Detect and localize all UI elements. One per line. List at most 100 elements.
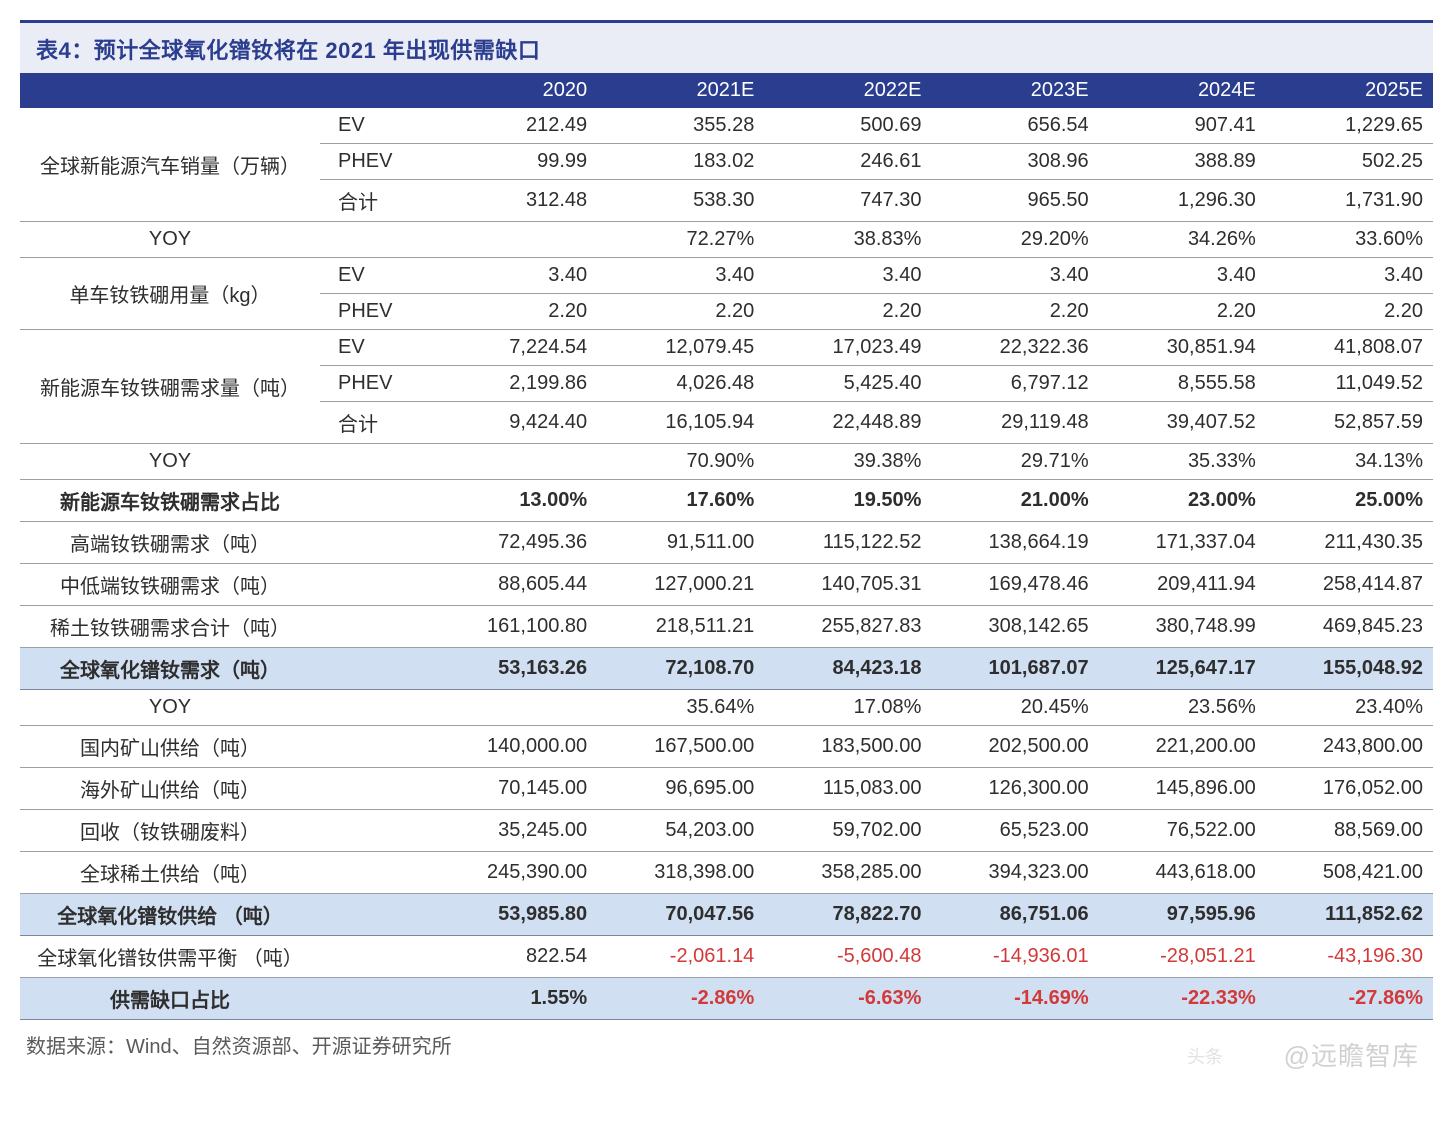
cell-value: 2,199.86 [430, 366, 597, 402]
cell-value: 78,822.70 [764, 894, 931, 936]
cell-value: 41,808.07 [1266, 330, 1433, 366]
cell-value: 211,430.35 [1266, 522, 1433, 564]
cell-value: 1,296.30 [1099, 180, 1266, 222]
cell-value: -27.86% [1266, 978, 1433, 1020]
row-label: 全球氧化镨钕供需平衡 （吨） [20, 936, 320, 978]
table-row: 全球氧化镨钕需求（吨）53,163.2672,108.7084,423.1810… [20, 648, 1433, 690]
cell-value: 140,705.31 [764, 564, 931, 606]
cell-value: 258,414.87 [1266, 564, 1433, 606]
cell-value: 221,200.00 [1099, 726, 1266, 768]
row-label: 全球稀土供给（吨） [20, 852, 320, 894]
cell-value: 16,105.94 [597, 402, 764, 444]
cell-value: 3.40 [1099, 258, 1266, 294]
cell-value: -28,051.21 [1099, 936, 1266, 978]
cell-value: 53,985.80 [430, 894, 597, 936]
cell-value: 218,511.21 [597, 606, 764, 648]
table-row: YOY35.64%17.08%20.45%23.56%23.40% [20, 690, 1433, 726]
cell-value: 38.83% [764, 222, 931, 258]
cell-value: 380,748.99 [1099, 606, 1266, 648]
cell-value: 1,229.65 [1266, 108, 1433, 144]
row-label: 新能源车钕铁硼需求量（吨） [20, 330, 320, 444]
cell-value: 2.20 [430, 294, 597, 330]
col-sub [320, 73, 430, 108]
row-sublabel [320, 852, 430, 894]
cell-value: 355.28 [597, 108, 764, 144]
table-row: 单车钕铁硼用量（kg）EV3.403.403.403.403.403.40 [20, 258, 1433, 294]
cell-value: 822.54 [430, 936, 597, 978]
col-year: 2020 [430, 73, 597, 108]
table-title: 表4：预计全球氧化镨钕将在 2021 年出现供需缺口 [20, 20, 1433, 73]
cell-value: 3.40 [1266, 258, 1433, 294]
row-label: YOY [20, 444, 320, 480]
cell-value: 22,448.89 [764, 402, 931, 444]
cell-value: 3.40 [931, 258, 1098, 294]
cell-value [430, 444, 597, 480]
cell-value: 312.48 [430, 180, 597, 222]
cell-value: 246.61 [764, 144, 931, 180]
row-sublabel [320, 810, 430, 852]
table-row: YOY72.27%38.83%29.20%34.26%33.60% [20, 222, 1433, 258]
cell-value: 21.00% [931, 480, 1098, 522]
row-sublabel [320, 480, 430, 522]
cell-value: 8,555.58 [1099, 366, 1266, 402]
cell-value: 35.33% [1099, 444, 1266, 480]
cell-value: 72.27% [597, 222, 764, 258]
cell-value: 3.40 [764, 258, 931, 294]
row-sublabel [320, 444, 430, 480]
row-sublabel: 合计 [320, 402, 430, 444]
cell-value: -14,936.01 [931, 936, 1098, 978]
cell-value: 2.20 [597, 294, 764, 330]
row-label: 高端钕铁硼需求（吨） [20, 522, 320, 564]
cell-value: 183,500.00 [764, 726, 931, 768]
cell-value: 53,163.26 [430, 648, 597, 690]
cell-value: 111,852.62 [1266, 894, 1433, 936]
cell-value: 65,523.00 [931, 810, 1098, 852]
row-label: 稀土钕铁硼需求合计（吨） [20, 606, 320, 648]
cell-value: 245,390.00 [430, 852, 597, 894]
cell-value: 308.96 [931, 144, 1098, 180]
cell-value: -14.69% [931, 978, 1098, 1020]
row-sublabel [320, 564, 430, 606]
col-year: 2024E [1099, 73, 1266, 108]
row-sublabel [320, 522, 430, 564]
cell-value: 12,079.45 [597, 330, 764, 366]
row-sublabel: 合计 [320, 180, 430, 222]
cell-value: 176,052.00 [1266, 768, 1433, 810]
cell-value: 115,122.52 [764, 522, 931, 564]
row-sublabel [320, 690, 430, 726]
cell-value: 538.30 [597, 180, 764, 222]
cell-value: 4,026.48 [597, 366, 764, 402]
row-sublabel: PHEV [320, 366, 430, 402]
table-row: 高端钕铁硼需求（吨）72,495.3691,511.00115,122.5213… [20, 522, 1433, 564]
row-label: 全球氧化镨钕供给 （吨） [20, 894, 320, 936]
cell-value: 502.25 [1266, 144, 1433, 180]
cell-value: 500.69 [764, 108, 931, 144]
cell-value: 2.20 [1099, 294, 1266, 330]
table-row: 全球氧化镨钕供给 （吨）53,985.8070,047.5678,822.708… [20, 894, 1433, 936]
cell-value: 508,421.00 [1266, 852, 1433, 894]
cell-value: 907.41 [1099, 108, 1266, 144]
cell-value: 23.00% [1099, 480, 1266, 522]
cell-value: 243,800.00 [1266, 726, 1433, 768]
row-label: 新能源车钕铁硼需求占比 [20, 480, 320, 522]
table-row: 全球新能源汽车销量（万辆）EV212.49355.28500.69656.549… [20, 108, 1433, 144]
row-sublabel: EV [320, 108, 430, 144]
cell-value: 3.40 [430, 258, 597, 294]
cell-value: 39,407.52 [1099, 402, 1266, 444]
cell-value: 17.08% [764, 690, 931, 726]
cell-value: 167,500.00 [597, 726, 764, 768]
row-sublabel [320, 936, 430, 978]
row-sublabel [320, 606, 430, 648]
cell-value: 1,731.90 [1266, 180, 1433, 222]
cell-value: 9,424.40 [430, 402, 597, 444]
cell-value: 155,048.92 [1266, 648, 1433, 690]
cell-value: 5,425.40 [764, 366, 931, 402]
table-body: 全球新能源汽车销量（万辆）EV212.49355.28500.69656.549… [20, 108, 1433, 1020]
cell-value: 70.90% [597, 444, 764, 480]
cell-value: 6,797.12 [931, 366, 1098, 402]
cell-value: 34.13% [1266, 444, 1433, 480]
cell-value: 318,398.00 [597, 852, 764, 894]
data-table: 20202021E2022E2023E2024E2025E 全球新能源汽车销量（… [20, 73, 1433, 1020]
cell-value: 88,569.00 [1266, 810, 1433, 852]
cell-value: 11,049.52 [1266, 366, 1433, 402]
